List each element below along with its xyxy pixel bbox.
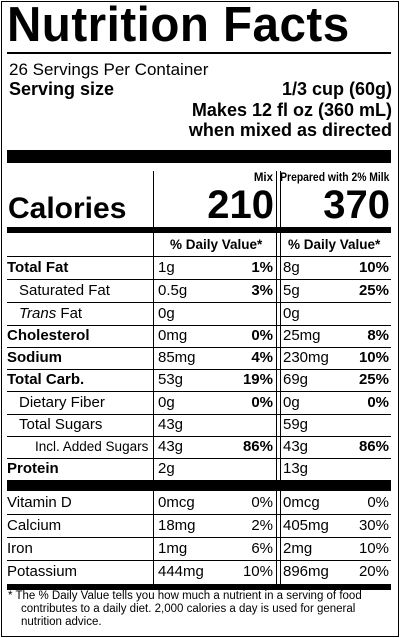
mix-amount: 18mg <box>158 517 196 534</box>
mix-amount: 0g <box>158 305 175 322</box>
mix-dv: 4% <box>251 349 273 366</box>
thick-divider-footnote <box>7 584 391 590</box>
prep-amount: 25mg <box>283 327 321 344</box>
mix-amount: 43g <box>158 438 184 455</box>
prep-dv: 25% <box>358 282 389 299</box>
nutrient-name: Total Sugars <box>19 416 103 433</box>
prep-dv: 10% <box>358 349 389 366</box>
thick-divider-top <box>7 150 391 163</box>
mix-amount: 0mg <box>158 327 188 344</box>
serving-size-value: 1/3 cup (60g) Makes 12 fl oz (360 mL) wh… <box>189 79 392 141</box>
daily-value-footnote: * The % Daily Value tells you how much a… <box>8 590 392 629</box>
serving-size-line2: Makes 12 fl oz (360 mL) <box>191 99 392 120</box>
nutrient-name: Potassium <box>7 563 78 580</box>
daily-value-header-prepared: % Daily Value* <box>288 237 381 252</box>
mix-dv: 10% <box>242 563 273 580</box>
prep-dv: 30% <box>358 517 389 534</box>
thick-divider-vitamins <box>7 480 391 491</box>
dv-header-divider <box>7 256 391 257</box>
column-separator-mid-a <box>276 171 277 584</box>
prep-amount: 2mg <box>283 540 313 557</box>
mix-amount: 53g <box>158 371 184 388</box>
footnote-rest: contributes to a daily diet. 2,000 calor… <box>21 603 356 628</box>
column-separator-left <box>153 171 154 584</box>
nutrition-facts-title: Nutrition Facts <box>7 0 350 52</box>
nutrient-name: Iron <box>7 540 33 557</box>
mix-dv: 1% <box>251 259 273 276</box>
prep-dv: 86% <box>358 438 389 455</box>
column-header-mix: Mix <box>253 172 273 184</box>
serving-size-label: Serving size <box>9 79 115 99</box>
prep-dv: 8% <box>367 327 389 344</box>
mix-dv: 6% <box>251 540 273 557</box>
nutrient-name: Vitamin D <box>7 494 72 511</box>
servings-per-container: 26 Servings Per Container <box>9 60 209 79</box>
prep-amount: 0g <box>283 394 300 411</box>
mix-amount: 2g <box>158 460 175 477</box>
prep-amount: 405mg <box>283 517 329 534</box>
column-separator-mid-b <box>280 171 281 584</box>
mix-dv: 19% <box>242 371 273 388</box>
serving-size-line1: 1/3 cup (60g) <box>281 79 392 99</box>
title-divider <box>7 52 391 54</box>
mix-amount: 444mg <box>158 563 204 580</box>
prep-amount: 0g <box>283 305 300 322</box>
calories-mix: 210 <box>207 183 274 227</box>
prep-amount: 43g <box>283 438 309 455</box>
prep-amount: 5g <box>283 282 300 299</box>
prep-amount: 8g <box>283 259 300 276</box>
mix-dv: 0% <box>251 394 273 411</box>
nutrient-name: Cholesterol <box>7 327 90 344</box>
nutrient-name: Saturated Fat <box>19 282 110 299</box>
nutrient-name: Total Fat <box>7 259 69 276</box>
mix-dv: 0% <box>251 327 273 344</box>
calories-prepared: 370 <box>323 183 390 227</box>
nutrient-name: Protein <box>7 460 59 477</box>
nutrient-name: Total Carb. <box>7 371 85 388</box>
prep-amount: 0mcg <box>283 494 320 511</box>
prep-amount: 59g <box>283 416 309 433</box>
prep-dv: 10% <box>358 540 389 557</box>
mix-amount: 1mg <box>158 540 188 557</box>
medium-divider-calories <box>7 227 391 233</box>
prep-amount: 896mg <box>283 563 329 580</box>
mix-amount: 43g <box>158 416 184 433</box>
prep-dv: 0% <box>367 494 389 511</box>
mix-dv: 0% <box>251 494 273 511</box>
nutrient-name: Dietary Fiber <box>19 394 105 411</box>
nutrient-name: Calcium <box>7 517 62 534</box>
footnote-line1: * The % Daily Value tells you how much a… <box>8 590 362 602</box>
calories-label: Calories <box>8 192 127 225</box>
prep-amount: 69g <box>283 371 309 388</box>
prep-amount: 230mg <box>283 349 329 366</box>
mix-amount: 1g <box>158 259 175 276</box>
nutrient-name: Trans Fat <box>19 303 82 325</box>
prep-dv: 25% <box>358 371 389 388</box>
prep-dv: 20% <box>358 563 389 580</box>
daily-value-header-mix: % Daily Value* <box>170 237 263 252</box>
trans-italic: Trans <box>19 305 57 322</box>
mix-amount: 0g <box>158 394 175 411</box>
prep-amount: 13g <box>283 460 309 477</box>
serving-size-line3: when mixed as directed <box>188 120 392 140</box>
mix-amount: 0mcg <box>158 494 195 511</box>
trans-fat-suffix: Fat <box>60 305 83 322</box>
prep-dv: 10% <box>358 259 389 276</box>
mix-amount: 85mg <box>158 349 196 366</box>
mix-dv: 86% <box>242 438 273 455</box>
mix-dv: 3% <box>251 282 273 299</box>
column-header-prepared: Prepared with 2% Milk <box>279 172 389 184</box>
mix-dv: 2% <box>251 517 273 534</box>
prep-dv: 0% <box>367 394 389 411</box>
nutrient-name: Incl. Added Sugars <box>35 439 149 454</box>
mix-amount: 0.5g <box>158 282 188 299</box>
nutrient-name: Sodium <box>7 349 62 366</box>
